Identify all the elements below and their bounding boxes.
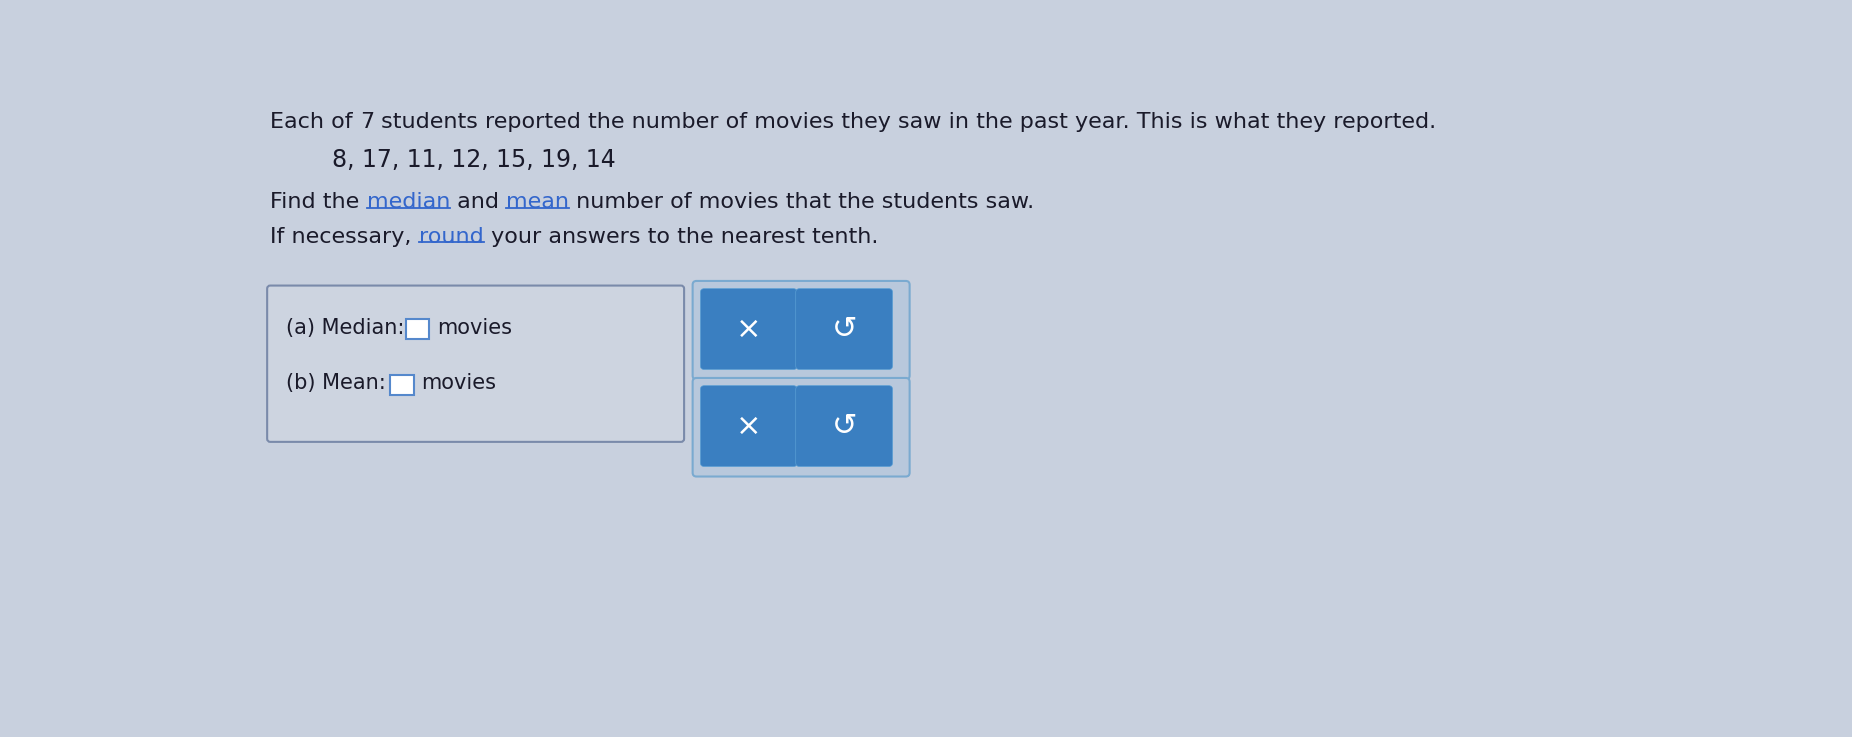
Text: movies: movies <box>437 318 511 338</box>
Text: 7: 7 <box>359 111 374 131</box>
Text: ×: × <box>735 411 761 441</box>
Text: and: and <box>450 192 506 212</box>
FancyBboxPatch shape <box>693 281 909 380</box>
Text: Each of: Each of <box>270 111 359 131</box>
Text: ↺: ↺ <box>832 315 857 343</box>
Text: (b) Mean:: (b) Mean: <box>285 374 385 394</box>
Text: (a) Median:: (a) Median: <box>285 318 404 338</box>
Text: students reported the number of movies they saw in the past year. This is what t: students reported the number of movies t… <box>374 111 1437 131</box>
Text: your answers to the nearest tenth.: your answers to the nearest tenth. <box>483 227 878 247</box>
Text: round: round <box>419 227 483 247</box>
Text: Find the: Find the <box>270 192 367 212</box>
FancyBboxPatch shape <box>700 289 796 369</box>
Text: mean: mean <box>506 192 569 212</box>
Text: ×: × <box>735 315 761 343</box>
Text: number of movies that the students saw.: number of movies that the students saw. <box>569 192 1033 212</box>
Text: median: median <box>367 192 450 212</box>
FancyBboxPatch shape <box>406 319 430 340</box>
Text: ↺: ↺ <box>832 411 857 441</box>
Text: movies: movies <box>422 374 496 394</box>
FancyBboxPatch shape <box>796 385 893 467</box>
FancyBboxPatch shape <box>267 285 683 442</box>
FancyBboxPatch shape <box>693 378 909 477</box>
FancyBboxPatch shape <box>796 289 893 369</box>
Text: 8, 17, 11, 12, 15, 19, 14: 8, 17, 11, 12, 15, 19, 14 <box>332 148 617 172</box>
FancyBboxPatch shape <box>700 385 796 467</box>
Text: If necessary,: If necessary, <box>270 227 419 247</box>
FancyBboxPatch shape <box>391 375 413 395</box>
